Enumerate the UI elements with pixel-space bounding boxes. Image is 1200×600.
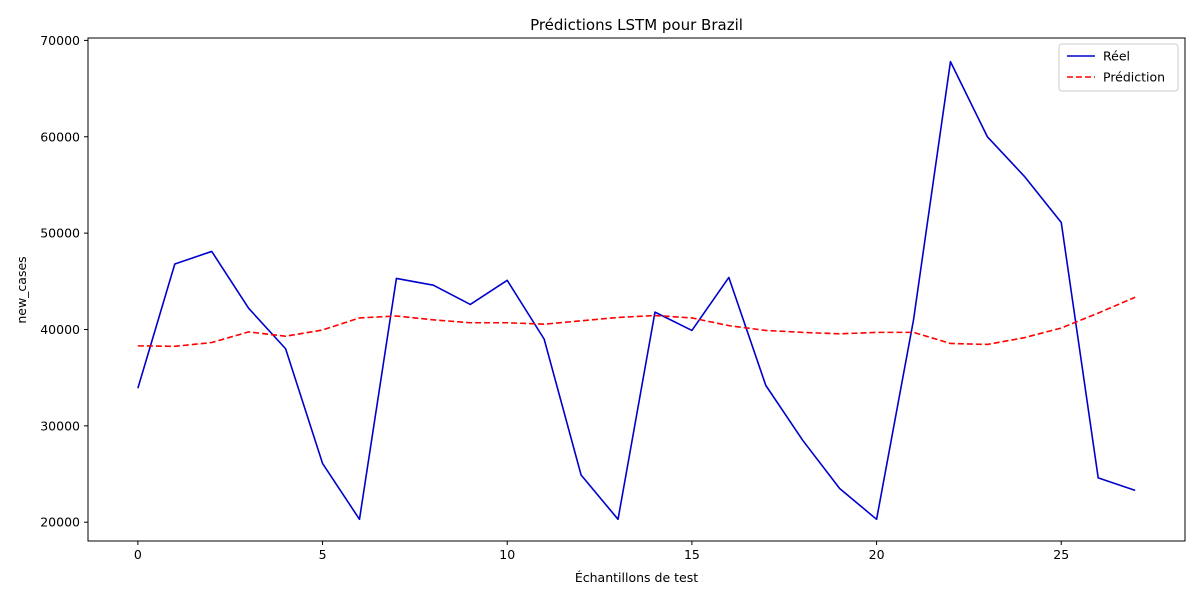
x-tick-label: 0 bbox=[134, 547, 142, 562]
y-axis-label: new_cases bbox=[14, 256, 29, 323]
series-group bbox=[137, 60, 1136, 521]
x-tick-label: 10 bbox=[499, 547, 515, 562]
y-tick-label: 40000 bbox=[40, 322, 80, 337]
chart-title: Prédictions LSTM pour Brazil bbox=[530, 16, 743, 34]
series-line-reel bbox=[137, 60, 1136, 521]
y-tick-label: 20000 bbox=[40, 515, 80, 530]
x-tick-label: 5 bbox=[319, 547, 327, 562]
y-tick-label: 30000 bbox=[40, 418, 80, 433]
legend-label: Prédiction bbox=[1103, 70, 1165, 85]
x-tick-label: 15 bbox=[684, 547, 700, 562]
x-axis-ticks: 0 5 10 15 20 25 bbox=[134, 541, 1069, 562]
x-tick-label: 20 bbox=[869, 547, 885, 562]
y-tick-label: 70000 bbox=[40, 33, 80, 48]
legend: Réel Prédiction bbox=[1058, 43, 1179, 92]
x-tick-label: 25 bbox=[1053, 547, 1069, 562]
series-line-prediction bbox=[137, 296, 1136, 348]
x-axis-label: Échantillons de test bbox=[575, 570, 698, 585]
plot-frame bbox=[87, 37, 1186, 542]
y-axis-ticks: 20000 30000 40000 50000 60000 70000 bbox=[40, 33, 88, 530]
y-tick-label: 60000 bbox=[40, 129, 80, 144]
legend-label: Réel bbox=[1103, 49, 1130, 64]
y-tick-label: 50000 bbox=[40, 226, 80, 241]
